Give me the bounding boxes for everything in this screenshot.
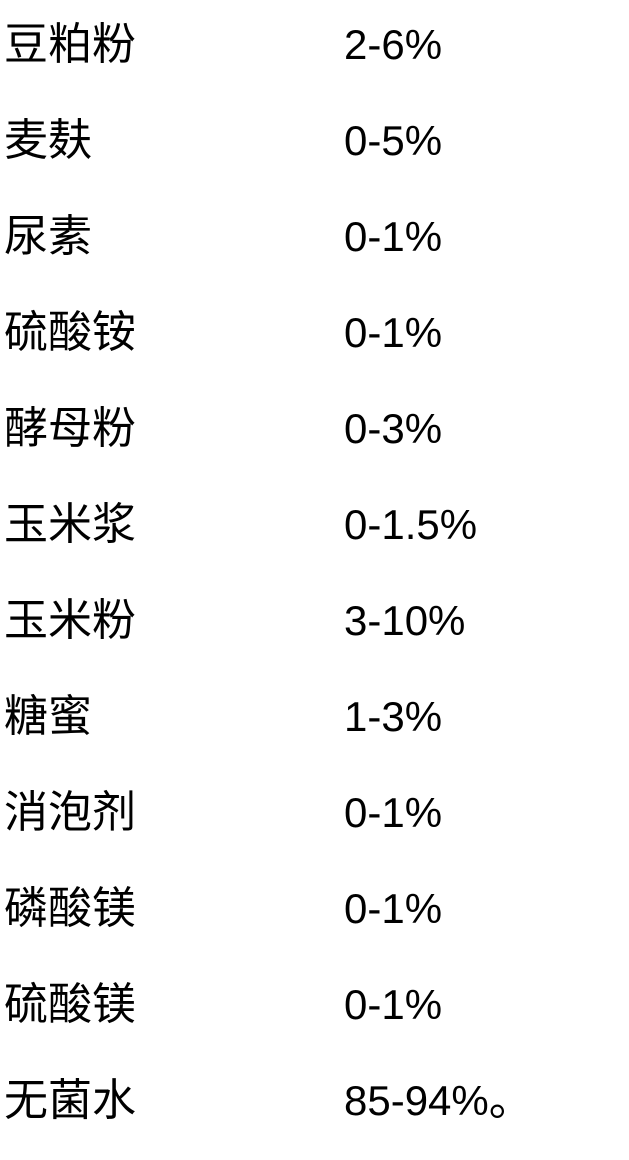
row-label: 硫酸铵 — [0, 296, 344, 360]
trailing-period: 。 — [489, 1076, 533, 1125]
row-label: 麦麸 — [0, 104, 344, 168]
composition-table: 豆粕粉 2-6% 麦麸 0-5% 尿素 0-1% 硫酸铵 0-1% 酵母粉 0-… — [0, 0, 629, 1160]
table-row: 磷酸镁 0-1% — [0, 872, 629, 968]
row-label: 豆粕粉 — [0, 8, 344, 72]
row-value: 3-10% — [344, 597, 465, 645]
row-value: 0-1% — [344, 789, 442, 837]
row-value: 0-1% — [344, 885, 442, 933]
row-value: 0-1% — [344, 213, 442, 261]
row-value: 0-5% — [344, 117, 442, 165]
table-row: 糖蜜 1-3% — [0, 680, 629, 776]
row-value: 2-6% — [344, 21, 442, 69]
table-row: 豆粕粉 2-6% — [0, 8, 629, 104]
row-value: 1-3% — [344, 693, 442, 741]
row-label: 消泡剂 — [0, 776, 344, 840]
row-label: 磷酸镁 — [0, 872, 344, 936]
table-row: 消泡剂 0-1% — [0, 776, 629, 872]
row-value: 85-94%。 — [344, 1064, 533, 1128]
row-label: 尿素 — [0, 200, 344, 264]
row-value: 0-3% — [344, 405, 442, 453]
row-label: 硫酸镁 — [0, 968, 344, 1032]
table-row: 酵母粉 0-3% — [0, 392, 629, 488]
table-row: 无菌水 85-94%。 — [0, 1064, 629, 1160]
table-row: 麦麸 0-5% — [0, 104, 629, 200]
row-value: 0-1.5% — [344, 501, 477, 549]
table-row: 玉米浆 0-1.5% — [0, 488, 629, 584]
row-label: 玉米粉 — [0, 584, 344, 648]
row-label: 糖蜜 — [0, 680, 344, 744]
table-row: 硫酸铵 0-1% — [0, 296, 629, 392]
row-label: 无菌水 — [0, 1064, 344, 1128]
row-value: 0-1% — [344, 309, 442, 357]
row-label: 玉米浆 — [0, 488, 344, 552]
row-label: 酵母粉 — [0, 392, 344, 456]
table-row: 硫酸镁 0-1% — [0, 968, 629, 1064]
row-value: 0-1% — [344, 981, 442, 1029]
table-row: 玉米粉 3-10% — [0, 584, 629, 680]
table-row: 尿素 0-1% — [0, 200, 629, 296]
